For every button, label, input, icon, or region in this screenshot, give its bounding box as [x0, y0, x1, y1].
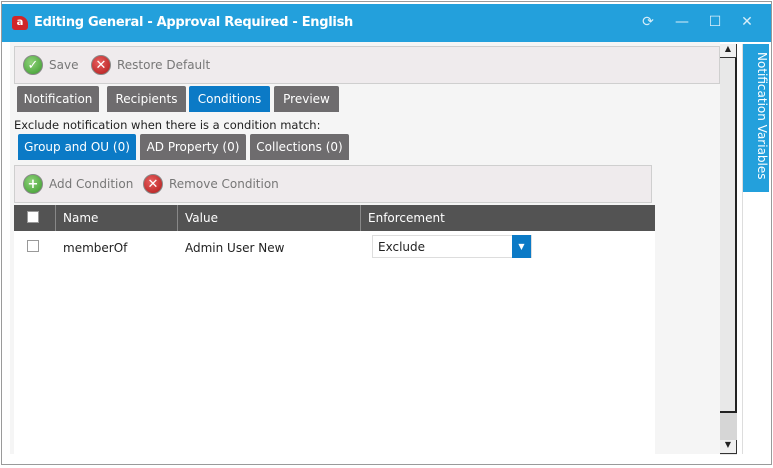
select-all-checkbox[interactable] — [27, 211, 39, 223]
row-value: Admin User New — [185, 241, 285, 255]
save-label: Save — [49, 58, 79, 72]
tab-notification[interactable]: Notification — [17, 86, 99, 112]
condition-description: Exclude notification when there is a con… — [14, 118, 321, 132]
x-icon: ✕ — [143, 174, 163, 194]
plus-icon: + — [23, 174, 43, 194]
chevron-down-icon: ▼ — [512, 235, 531, 258]
restore-label: Restore Default — [117, 58, 211, 72]
grid-header: Name Value Enforcement — [14, 205, 655, 231]
window-title: Editing General - Approval Required - En… — [34, 15, 353, 30]
scroll-down-icon[interactable]: ▼ — [720, 440, 737, 454]
notification-variables-tab[interactable]: Notification Variables — [743, 44, 769, 192]
column-name[interactable]: Name — [63, 211, 99, 225]
subtab-collections[interactable]: Collections (0) — [250, 134, 349, 160]
close-icon[interactable]: ✕ — [741, 14, 753, 30]
vertical-scrollbar[interactable]: ▲ ▼ — [720, 44, 737, 455]
check-icon: ✓ — [23, 55, 43, 75]
tab-recipients[interactable]: Recipients — [107, 86, 186, 112]
save-button[interactable]: ✓ Save — [23, 55, 78, 75]
column-value[interactable]: Value — [185, 211, 218, 225]
side-panel: Notification Variables — [742, 44, 770, 454]
subtab-group-ou[interactable]: Group and OU (0) — [18, 134, 136, 160]
tab-conditions[interactable]: Conditions — [189, 86, 270, 112]
x-icon: ✕ — [91, 55, 111, 75]
remove-condition-button[interactable]: ✕ Remove Condition — [143, 174, 279, 194]
maximize-icon[interactable]: ☐ — [708, 14, 722, 30]
add-condition-label: Add Condition — [49, 177, 134, 191]
enforcement-value: Exclude — [378, 240, 426, 254]
scroll-up-icon[interactable]: ▲ — [720, 44, 737, 58]
row-checkbox[interactable] — [27, 240, 39, 252]
conditions-grid: Name Value Enforcement memberOf Admin Us… — [14, 205, 655, 454]
condition-toolbar: + Add Condition ✕ Remove Condition — [14, 165, 652, 203]
enforcement-dropdown[interactable]: Exclude ▼ — [372, 235, 532, 258]
remove-condition-label: Remove Condition — [169, 177, 279, 191]
refresh-icon[interactable]: ⟳ — [642, 14, 654, 30]
minimize-icon[interactable]: — — [675, 14, 689, 30]
title-bar: a Editing General - Approval Required - … — [2, 4, 771, 42]
restore-default-button[interactable]: ✕ Restore Default — [91, 55, 210, 75]
scroll-thumb[interactable] — [720, 58, 737, 413]
tab-preview[interactable]: Preview — [274, 86, 339, 112]
column-enforcement[interactable]: Enforcement — [368, 211, 445, 225]
subtab-ad-property[interactable]: AD Property (0) — [140, 134, 246, 160]
toolbar: ✓ Save ✕ Restore Default — [14, 46, 720, 84]
main-panel: ✓ Save ✕ Restore Default Notification Reci… — [10, 42, 720, 454]
app-logo-icon: a — [12, 16, 28, 30]
row-name: memberOf — [63, 241, 128, 255]
add-condition-button[interactable]: + Add Condition — [23, 174, 133, 194]
